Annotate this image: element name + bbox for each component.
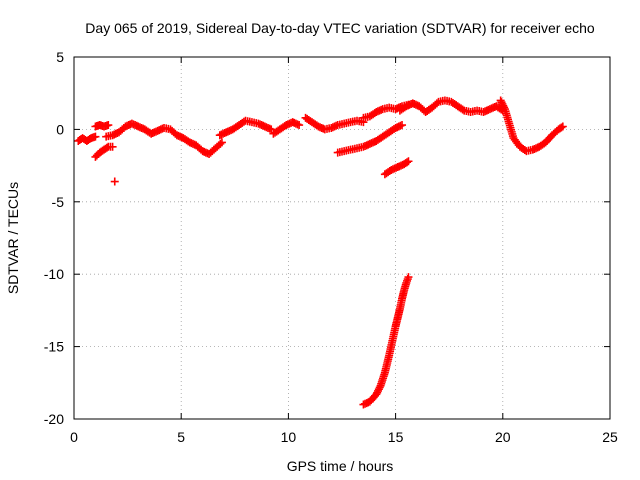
series-sat-track-m: [395, 96, 507, 117]
data-point: [499, 101, 508, 110]
data-point: [217, 138, 226, 147]
data-point: [458, 105, 467, 114]
data-point: [404, 157, 413, 166]
tick-labels: 0 5 10 15 20 25 -20 -15 -10 -5 0 5: [44, 49, 618, 445]
data-points: [74, 96, 567, 409]
plot-frame: [73, 56, 611, 420]
data-point: [374, 386, 383, 395]
data-point: [496, 96, 505, 105]
data-point: [500, 103, 509, 112]
series-sat-track-d: [110, 177, 119, 186]
series-sat-track-j: [333, 121, 407, 157]
data-point: [497, 98, 506, 107]
series-sat-track-l: [359, 273, 413, 409]
y-tick-label: -20: [44, 411, 64, 427]
y-axis-label: SDTVAR / TECUs: [5, 182, 21, 294]
series-sat-track-g: [269, 118, 304, 138]
y-tick-label: 0: [56, 121, 64, 137]
y-tick-label: 5: [56, 49, 64, 65]
data-point: [102, 143, 111, 152]
x-tick-label: 5: [177, 429, 185, 445]
data-point: [372, 390, 381, 399]
chart-title: Day 065 of 2019, Sidereal Day-to-day VTE…: [85, 20, 595, 36]
data-point: [557, 123, 566, 132]
grid-lines: [74, 57, 610, 419]
data-point: [373, 388, 382, 397]
series-sat-track-k: [380, 157, 413, 179]
data-point: [104, 121, 113, 130]
data-point: [498, 99, 507, 108]
series-sat-track-n: [496, 96, 567, 156]
y-tick-label: -15: [44, 339, 64, 355]
x-tick-label: 25: [602, 429, 618, 445]
data-point: [108, 142, 117, 151]
series-sat-track-a: [74, 132, 100, 145]
data-point: [558, 122, 567, 131]
x-tick-label: 15: [388, 429, 404, 445]
data-point: [375, 383, 384, 392]
data-point: [398, 121, 407, 130]
data-point: [91, 132, 100, 141]
y-tick-label: -10: [44, 266, 64, 282]
x-tick-label: 20: [495, 429, 511, 445]
data-point: [403, 158, 412, 167]
y-tick-label: -5: [52, 194, 65, 210]
data-point: [404, 273, 413, 282]
series-sat-track-f: [215, 116, 276, 140]
data-point: [374, 385, 383, 394]
data-point: [295, 121, 304, 130]
series-sat-track-c: [91, 142, 117, 161]
series-sat-track-e: [102, 119, 226, 159]
x-tick-label: 10: [281, 429, 297, 445]
data-point: [110, 177, 119, 186]
x-tick-label: 0: [70, 429, 78, 445]
data-point: [216, 139, 225, 148]
series-sat-track-b: [91, 121, 113, 131]
x-axis-label: GPS time / hours: [287, 458, 394, 474]
